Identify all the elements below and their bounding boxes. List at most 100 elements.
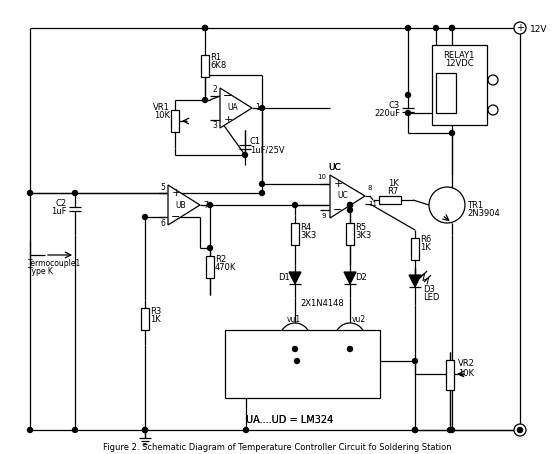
Circle shape [143,214,148,219]
Text: 1K: 1K [420,243,431,252]
Text: −: − [516,425,524,435]
Bar [201,55,209,77]
Text: 1uF: 1uF [52,207,67,217]
Text: −: − [334,205,342,215]
Circle shape [143,428,148,433]
Text: RELAY1: RELAY1 [443,50,475,59]
Text: R4: R4 [300,222,311,232]
Text: 5: 5 [160,183,165,192]
Circle shape [295,359,300,364]
Text: R5: R5 [355,222,366,232]
Text: 11: 11 [368,201,377,207]
Circle shape [260,191,265,196]
Polygon shape [168,185,200,225]
Text: 2X: 2X [316,339,327,347]
Circle shape [447,428,452,433]
Text: R2: R2 [215,256,226,265]
Circle shape [412,359,417,364]
Circle shape [203,25,208,30]
Text: UC: UC [337,192,349,201]
Circle shape [517,428,522,433]
Circle shape [73,191,78,196]
Text: UB: UB [176,201,186,209]
Text: LED: LED [423,293,440,302]
Text: −: − [223,91,233,101]
Text: Type K: Type K [28,267,53,276]
Text: −: − [261,344,271,354]
Bar [291,223,299,245]
Text: 12V: 12V [530,25,547,35]
Circle shape [292,202,297,207]
Text: vu1: vu1 [287,316,301,325]
Text: 1: 1 [255,104,260,113]
Text: R1: R1 [210,54,221,63]
Circle shape [347,202,352,207]
Polygon shape [258,340,292,382]
Circle shape [347,346,352,351]
Text: VR1: VR1 [153,104,170,113]
Text: UC: UC [329,163,341,172]
Text: R6: R6 [420,236,431,245]
Text: D1: D1 [278,273,290,282]
Text: 6K8: 6K8 [210,61,226,70]
Circle shape [450,25,455,30]
Text: 10K: 10K [154,112,170,120]
Circle shape [514,424,526,436]
Circle shape [28,191,33,196]
Bar [206,256,214,278]
Text: 1uF/25V: 1uF/25V [250,145,285,154]
Text: Termocouple1: Termocouple1 [28,258,81,267]
Text: 12VDC: 12VDC [445,59,473,69]
Text: UA: UA [228,104,239,113]
Text: 3K3: 3K3 [300,231,316,240]
Circle shape [292,346,297,351]
Bar [225,330,380,398]
Text: 8: 8 [368,185,372,191]
Text: D3: D3 [423,286,435,295]
Circle shape [429,187,465,223]
Text: 2: 2 [212,85,217,94]
Circle shape [208,246,213,251]
Bar [141,308,149,330]
Text: +: + [261,369,271,379]
Text: 1K: 1K [387,179,398,188]
Circle shape [406,110,411,115]
Text: VUmeter: VUmeter [304,346,341,355]
Text: Figure 2. Schematic Diagram of Temperature Controller Circuit fo Soldering Stati: Figure 2. Schematic Diagram of Temperatu… [103,443,451,451]
Text: R7: R7 [387,187,398,196]
Polygon shape [344,272,356,284]
Circle shape [347,207,352,212]
Text: −: − [171,212,181,222]
Text: 7: 7 [203,201,208,209]
Circle shape [412,428,417,433]
Circle shape [406,93,411,98]
Text: 6: 6 [160,218,165,227]
Text: D2: D2 [355,273,367,282]
Circle shape [433,25,438,30]
Circle shape [488,105,498,115]
Polygon shape [409,275,421,287]
Text: +: + [334,179,342,189]
Text: R3: R3 [150,307,162,316]
Text: 9: 9 [321,213,326,219]
Circle shape [450,25,455,30]
Polygon shape [220,88,252,128]
Text: vu2: vu2 [352,316,366,325]
Text: UA....UD = LM324: UA....UD = LM324 [246,415,334,425]
Text: UA....UD = LM324: UA....UD = LM324 [246,415,334,425]
Circle shape [203,25,208,30]
Text: C1: C1 [250,138,261,147]
Text: TR1: TR1 [467,201,483,209]
Text: 13: 13 [245,339,254,345]
Text: 14: 14 [245,377,254,383]
Text: 3: 3 [212,122,217,130]
Polygon shape [330,175,365,218]
Bar [346,223,354,245]
Bar [436,73,456,113]
Text: +: + [516,23,524,33]
Text: +: + [223,115,233,125]
Text: 10: 10 [317,174,326,180]
Circle shape [244,428,249,433]
Circle shape [28,428,33,433]
Circle shape [260,105,265,110]
